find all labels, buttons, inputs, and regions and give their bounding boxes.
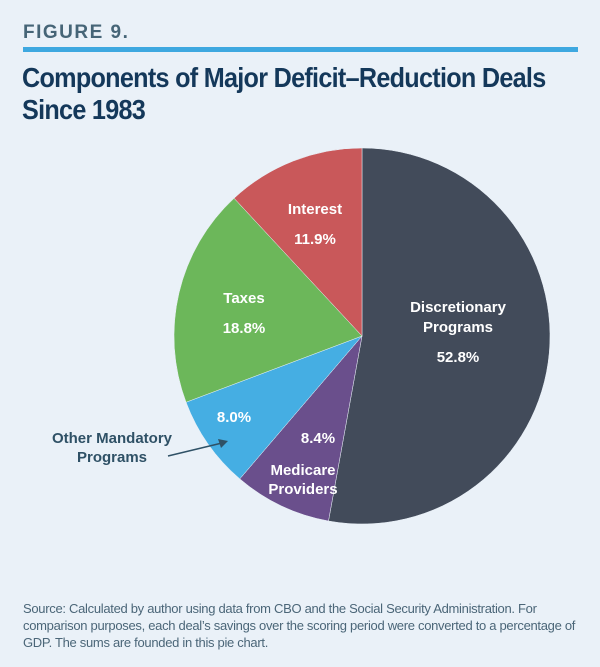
pie-slice-discretionary-programs [328,147,551,525]
figure-label: FIGURE 9. [23,22,130,43]
slice-label: Taxes [223,290,264,307]
slice-label: Programs [77,449,147,466]
slice-label: Interest [288,201,342,218]
slice-label: Providers [268,481,337,498]
pie-chart: Discretionary Programs 52.8% 8.4% Medicare Pr… [52,147,551,525]
pie-slice-interest [233,147,363,337]
source-note: Source: Calculated by author using data … [23,601,576,650]
slice-value: 52.8% [437,349,480,366]
chart-title: Components of Major Deficit–Reduction De… [22,62,546,125]
pie-slice-other-mandatory-programs [185,335,363,480]
slice-value: 8.0% [217,409,251,426]
slice-label: Other Mandatory [52,430,173,447]
slice-label: Discretionary [410,299,507,316]
pie-slice-taxes [173,197,363,403]
slice-label: Medicare [270,462,335,479]
slice-label: Programs [423,319,493,336]
slice-value: 18.8% [223,320,266,337]
callout-arrow-icon [218,439,228,448]
slice-value: 8.4% [301,430,335,447]
callout-arrow-line [167,442,223,457]
divider [23,47,578,52]
slice-value: 11.9% [294,231,336,248]
pie-slice-medicare-providers [239,335,363,522]
